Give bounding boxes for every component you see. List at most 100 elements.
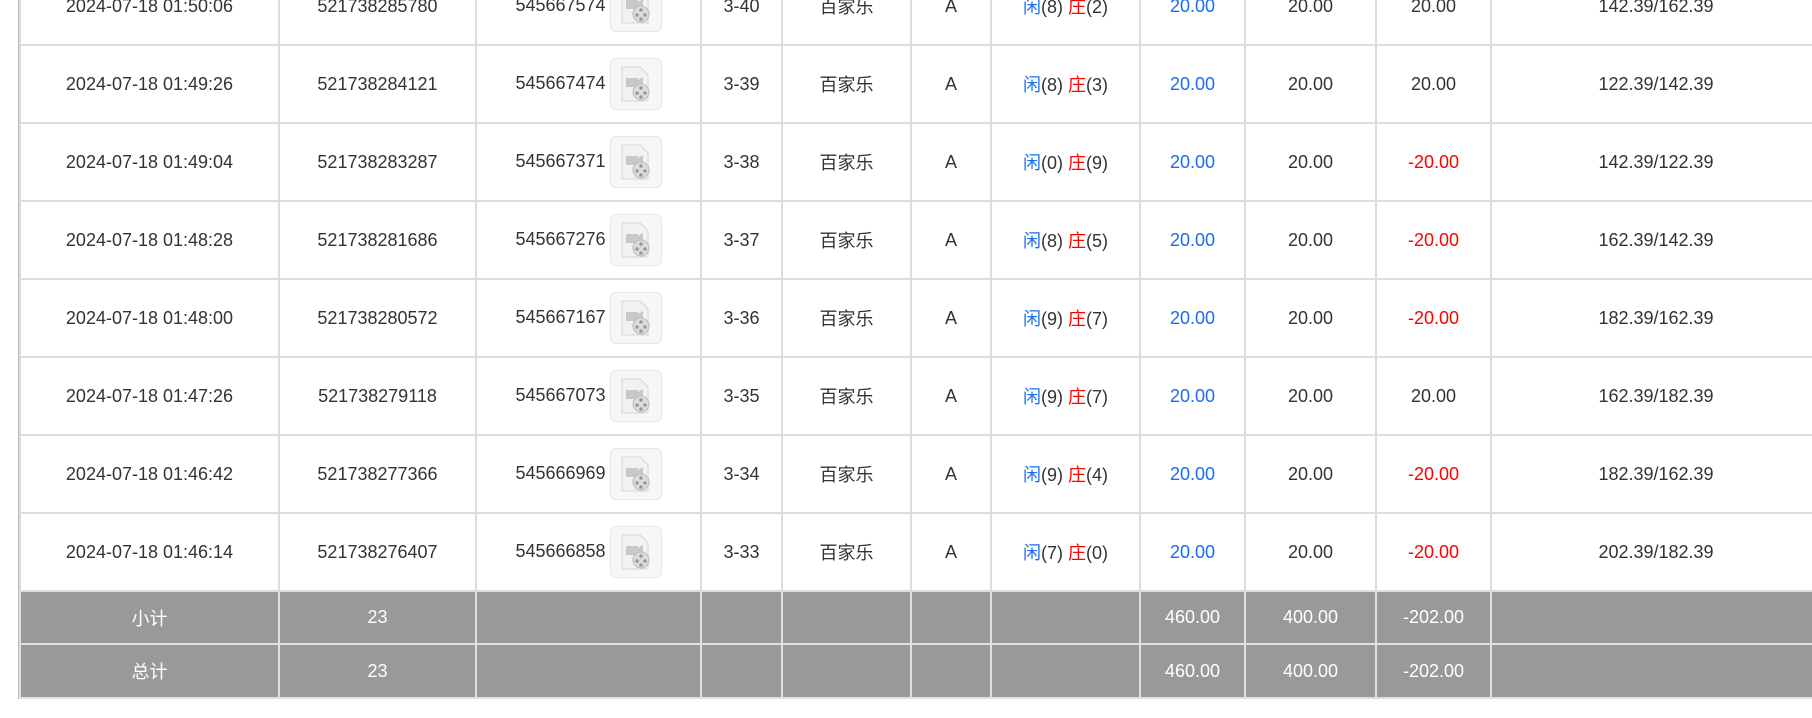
table-name: A xyxy=(910,44,992,124)
valid-bet: 20.00 xyxy=(1244,278,1377,358)
shoe-number: 3-39 xyxy=(700,44,783,124)
balance-change: 162.39/182.39 xyxy=(1490,356,1812,436)
win-loss: 20.00 xyxy=(1375,0,1492,46)
round-cell: 545667276 xyxy=(475,200,702,280)
replay-video-button[interactable] xyxy=(609,370,662,422)
round-number: 545667474 xyxy=(515,72,606,93)
player-label: 闲 xyxy=(1022,0,1041,17)
round-number: 545667574 xyxy=(515,0,606,15)
balance-change: 182.39/162.39 xyxy=(1490,278,1812,358)
player-points: (0) xyxy=(1040,153,1063,173)
win-loss: -20.00 xyxy=(1375,122,1492,202)
order-number: 521738283287 xyxy=(278,122,477,202)
player-points: (9) xyxy=(1040,387,1063,407)
round-number: 545667276 xyxy=(515,228,606,249)
order-number: 521738279118 xyxy=(278,356,477,436)
player-label: 闲 xyxy=(1022,75,1041,95)
bet-amount: 20.00 xyxy=(1139,0,1246,46)
table-name: A xyxy=(910,200,992,280)
replay-video-button[interactable] xyxy=(609,448,662,500)
balance-change: 142.39/162.39 xyxy=(1490,0,1812,46)
replay-video-button[interactable] xyxy=(609,526,662,578)
total-count: 23 xyxy=(278,643,477,699)
game-name: 百家乐 xyxy=(781,122,912,202)
result-cell: 闲(7) 庄(0) xyxy=(990,512,1141,592)
banker-label: 庄 xyxy=(1068,153,1086,173)
win-loss: -20.00 xyxy=(1375,200,1492,280)
win-loss: -20.00 xyxy=(1375,512,1492,592)
player-label: 闲 xyxy=(1022,465,1041,485)
banker-label: 庄 xyxy=(1068,75,1086,95)
player-label: 闲 xyxy=(1022,153,1041,173)
replay-video-button[interactable] xyxy=(609,292,662,344)
order-number: 521738281686 xyxy=(278,200,477,280)
player-points: (9) xyxy=(1040,309,1063,329)
order-number: 521738276407 xyxy=(278,512,477,592)
player-label: 闲 xyxy=(1022,309,1041,329)
table-name: A xyxy=(910,512,992,592)
shoe-number: 3-38 xyxy=(700,122,783,202)
balance-change: 142.39/122.39 xyxy=(1490,122,1812,202)
round-cell: 545667371 xyxy=(475,122,702,202)
banker-label: 庄 xyxy=(1068,0,1086,17)
shoe-number: 3-36 xyxy=(700,278,783,358)
bet-time: 2024-07-18 01:50:06 xyxy=(19,0,280,46)
replay-video-button[interactable] xyxy=(609,214,662,266)
round-number: 545666858 xyxy=(515,540,606,561)
banker-label: 庄 xyxy=(1068,387,1086,407)
banker-points: (7) xyxy=(1086,309,1108,329)
order-number: 521738284121 xyxy=(278,44,477,124)
replay-video-button[interactable] xyxy=(609,0,662,32)
result-cell: 闲(9) 庄(4) xyxy=(990,434,1141,514)
game-name: 百家乐 xyxy=(781,44,912,124)
bet-time: 2024-07-18 01:47:26 xyxy=(19,356,280,436)
replay-video-button[interactable] xyxy=(609,58,662,110)
bet-time: 2024-07-18 01:49:26 xyxy=(19,44,280,124)
player-points: (8) xyxy=(1040,0,1063,17)
subtotal-label: 小计 xyxy=(19,590,280,645)
banker-points: (0) xyxy=(1086,543,1108,563)
valid-bet: 20.00 xyxy=(1244,122,1377,202)
valid-bet: 20.00 xyxy=(1244,356,1377,436)
table-row: 2024-07-18 01:47:26 521738279118 5456670… xyxy=(19,356,1812,436)
game-name: 百家乐 xyxy=(781,0,912,46)
game-name: 百家乐 xyxy=(781,434,912,514)
bet-records-table-container: 2024-07-18 01:50:06 521738285780 5456675… xyxy=(18,0,1812,699)
player-points: (8) xyxy=(1040,231,1063,251)
win-loss: -20.00 xyxy=(1375,278,1492,358)
banker-points: (2) xyxy=(1086,0,1108,17)
order-number: 521738277366 xyxy=(278,434,477,514)
shoe-number: 3-33 xyxy=(700,512,783,592)
player-points: (7) xyxy=(1040,543,1063,563)
round-number: 545666969 xyxy=(515,462,606,483)
banker-label: 庄 xyxy=(1068,465,1086,485)
win-loss: 20.00 xyxy=(1375,44,1492,124)
round-cell: 545666969 xyxy=(475,434,702,514)
order-number: 521738280572 xyxy=(278,278,477,358)
round-cell: 545666858 xyxy=(475,512,702,592)
result-cell: 闲(9) 庄(7) xyxy=(990,278,1141,358)
bet-time: 2024-07-18 01:48:28 xyxy=(19,200,280,280)
bet-amount: 20.00 xyxy=(1139,200,1246,280)
valid-bet: 20.00 xyxy=(1244,0,1377,46)
total-row: 总计 23 460.00 400.00 -202.00 xyxy=(19,643,1812,699)
bet-amount: 20.00 xyxy=(1139,44,1246,124)
table-row: 2024-07-18 01:49:26 521738284121 5456674… xyxy=(19,44,1812,124)
table-row: 2024-07-18 01:48:28 521738281686 5456672… xyxy=(19,200,1812,280)
player-label: 闲 xyxy=(1022,543,1041,563)
balance-change: 122.39/142.39 xyxy=(1490,44,1812,124)
player-label: 闲 xyxy=(1022,387,1041,407)
banker-label: 庄 xyxy=(1068,309,1086,329)
round-number: 545667371 xyxy=(515,150,606,171)
round-cell: 545667574 xyxy=(475,0,702,46)
banker-label: 庄 xyxy=(1068,543,1086,563)
total-bet: 460.00 xyxy=(1139,643,1246,699)
shoe-number: 3-37 xyxy=(700,200,783,280)
player-label: 闲 xyxy=(1022,231,1041,251)
subtotal-win: -202.00 xyxy=(1375,590,1492,645)
result-cell: 闲(8) 庄(3) xyxy=(990,44,1141,124)
replay-video-button[interactable] xyxy=(609,136,662,188)
round-number: 545667073 xyxy=(515,384,606,405)
banker-points: (3) xyxy=(1086,75,1108,95)
total-win: -202.00 xyxy=(1375,643,1492,699)
